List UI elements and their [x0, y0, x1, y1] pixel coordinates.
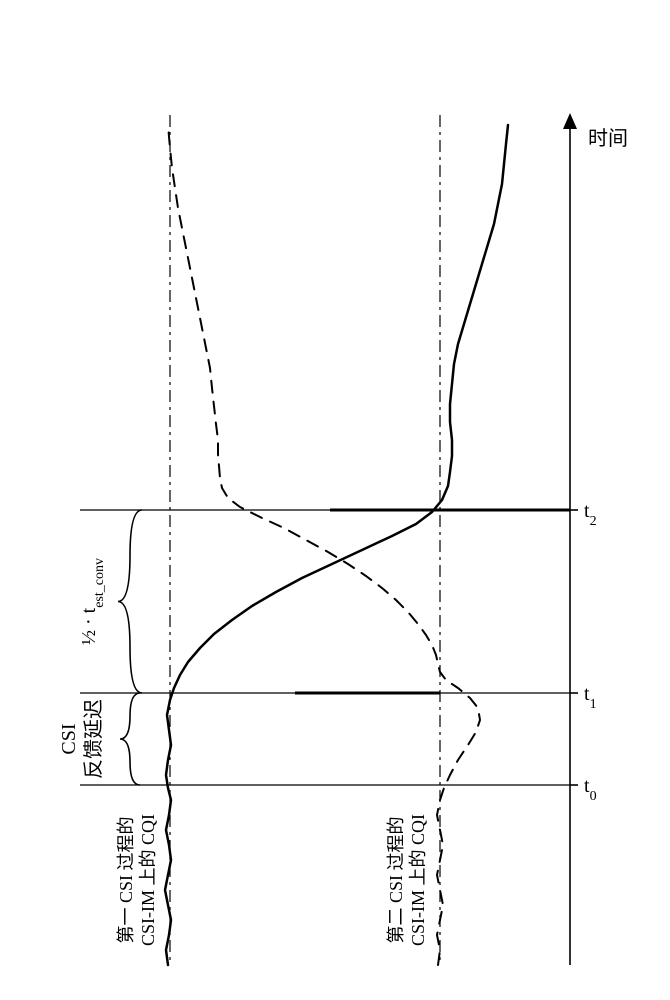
series-1-label-line1: 第一 CSI 过程的 — [116, 816, 136, 943]
series-2-label-line1: 第二 CSI 过程的 — [386, 816, 406, 943]
brace-1-label-line1: CSI — [58, 723, 80, 754]
series-2-label-line2: CSI-IM 上的 CQI — [408, 814, 428, 946]
brace-1-label-line2: 反馈延迟 — [82, 699, 105, 779]
chart-container: t0t1t2时间CSI反馈延迟½ · test_conv第一 CSI 过程的CS… — [0, 0, 670, 1000]
series-1-label-line2: CSI-IM 上的 CQI — [138, 814, 158, 946]
axis-label: 时间 — [588, 127, 628, 150]
chart-svg: t0t1t2时间CSI反馈延迟½ · test_conv第一 CSI 过程的CS… — [0, 0, 670, 1000]
